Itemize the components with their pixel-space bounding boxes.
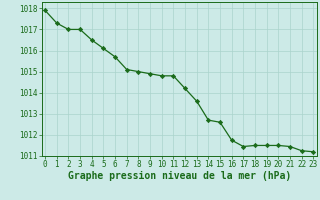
X-axis label: Graphe pression niveau de la mer (hPa): Graphe pression niveau de la mer (hPa) <box>68 171 291 181</box>
